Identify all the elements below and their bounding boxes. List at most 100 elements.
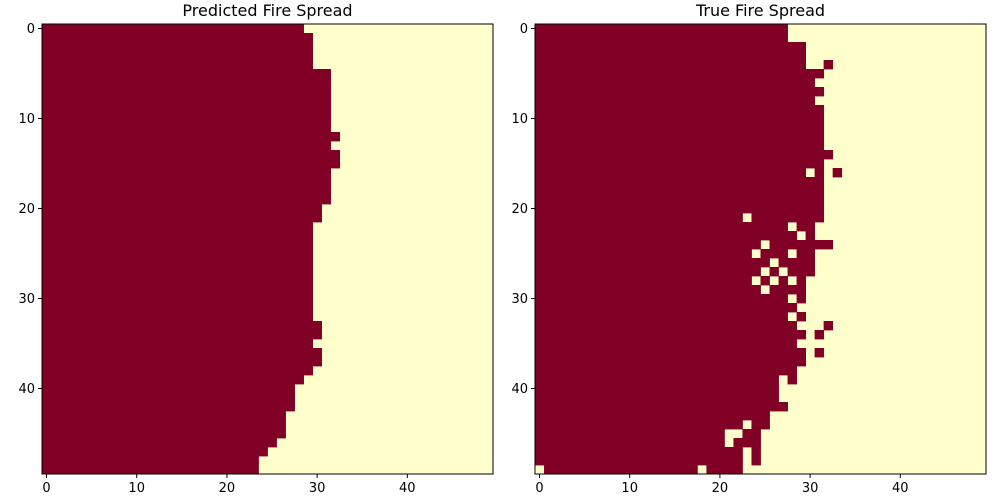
heatmap-cell: [42, 177, 332, 187]
y-tick-label: 40: [511, 382, 528, 397]
heatmap-cell: [535, 132, 825, 142]
heatmap-cell: [535, 330, 806, 340]
heatmap-cell: [42, 96, 332, 106]
y-tick-label: 30: [18, 292, 35, 307]
heatmap-cell: [535, 294, 788, 304]
heatmap-cell: [535, 456, 743, 466]
heatmap-cell: [535, 141, 825, 151]
heatmap-cell: [535, 447, 743, 457]
heatmap-cell: [42, 186, 332, 196]
heatmap-cell: [823, 60, 834, 70]
heatmap-cell: [535, 213, 743, 223]
heatmap-cell: [535, 150, 834, 160]
heatmap-cell: [760, 249, 788, 259]
heatmap-cell: [778, 258, 816, 268]
heatmap-cell: [42, 303, 313, 313]
heatmap-cell: [42, 276, 313, 286]
heatmap-cell: [769, 267, 779, 277]
heatmap-cell: [535, 123, 825, 133]
x-tick-label: 40: [399, 481, 416, 496]
heatmap-cell: [535, 402, 788, 412]
heatmap-cell: [42, 420, 286, 430]
x-tick-label: 10: [621, 481, 638, 496]
heatmap-cell: [535, 105, 825, 115]
heatmap-cell: [535, 51, 806, 61]
heatmap-cell: [535, 177, 825, 187]
heatmap-cell: [535, 204, 825, 214]
heatmap-cell: [42, 78, 332, 88]
heatmap-cell: [42, 69, 332, 79]
heatmap-cell: [535, 240, 761, 250]
heatmap-cell: [42, 456, 259, 466]
heatmap-cell: [535, 24, 788, 34]
heatmap-cell: [535, 420, 743, 430]
heatmap-cell: [42, 366, 313, 376]
chart-title: Predicted Fire Spread: [182, 1, 352, 20]
heatmap-cell: [535, 195, 825, 205]
heatmap-cell: [42, 339, 313, 349]
y-tick-label: 10: [511, 112, 528, 127]
heatmap-cell: [535, 411, 770, 421]
heatmap-cell: [796, 276, 806, 286]
heatmap-cell: [42, 402, 295, 412]
heatmap-cell: [42, 60, 313, 70]
heatmap-cell: [42, 150, 341, 160]
heatmap-cell: [535, 348, 806, 358]
heatmap-cell: [535, 159, 825, 169]
heatmap-cell: [535, 429, 725, 439]
heatmap-cell: [535, 78, 816, 88]
heatmap-cell: [42, 312, 313, 322]
x-tick-label: 0: [42, 481, 50, 496]
heatmap-cell: [42, 285, 313, 295]
heatmap-cell: [760, 276, 770, 286]
heatmap-cell: [535, 87, 825, 97]
x-tick-label: 20: [219, 481, 236, 496]
heatmap-cell: [796, 249, 816, 259]
heatmap-cell: [535, 222, 788, 232]
heatmap-cell: [805, 231, 816, 241]
heatmap-cell: [742, 429, 761, 439]
x-tick-label: 30: [309, 481, 326, 496]
heatmap-cell: [42, 249, 313, 259]
heatmap-cell: [769, 285, 806, 295]
heatmap-cell: [42, 240, 313, 250]
heatmap-cell: [751, 447, 761, 457]
y-tick-label: 10: [18, 112, 35, 127]
heatmap-cell: [535, 303, 797, 313]
heatmap-cell: [535, 69, 825, 79]
chart-title: True Fire Spread: [695, 1, 825, 20]
heatmap-cell: [544, 465, 698, 475]
heatmap-cell: [42, 87, 332, 97]
axis-ticks: 0 10 20 30 40 0 10 20 30 40: [511, 22, 908, 496]
heatmap-cell: [42, 429, 286, 439]
heatmap-cell: [42, 438, 277, 448]
heatmap-cell: [796, 312, 806, 322]
heatmap-cell: [42, 114, 332, 124]
heatmap-cell: [535, 249, 752, 259]
heatmap-cell: [787, 267, 816, 277]
heatmap-cell: [42, 51, 313, 61]
heatmap-cell: [535, 60, 806, 70]
panel-predicted: Predicted Fire Spread 0 10 20 30 40 0 10 20 30 40: [18, 1, 494, 496]
heatmap-cell: [814, 330, 825, 340]
y-tick-label: 40: [18, 382, 35, 397]
heatmap-cell: [787, 375, 797, 385]
heatmap-cell: [796, 294, 806, 304]
heatmap-cell: [42, 411, 286, 421]
heatmap-cell: [535, 33, 788, 43]
heatmap-cell: [42, 294, 313, 304]
heatmap-cell: [535, 312, 788, 322]
panel-true: True Fire Spread 0 10 20 30 40 0 10 20 30 40: [511, 1, 987, 496]
heatmap-cell: [42, 348, 323, 358]
heatmap-cell: [796, 222, 816, 232]
y-tick-label: 20: [511, 202, 528, 217]
heatmap-cell: [42, 195, 332, 205]
heatmap-cell: [535, 357, 806, 367]
heatmap-cell: [814, 168, 825, 178]
heatmap-cell: [535, 42, 806, 52]
heatmap-cell: [832, 168, 843, 178]
heatmap-cell: [535, 438, 725, 448]
heatmap-cell: [42, 222, 313, 232]
heatmap-cell: [535, 96, 816, 106]
